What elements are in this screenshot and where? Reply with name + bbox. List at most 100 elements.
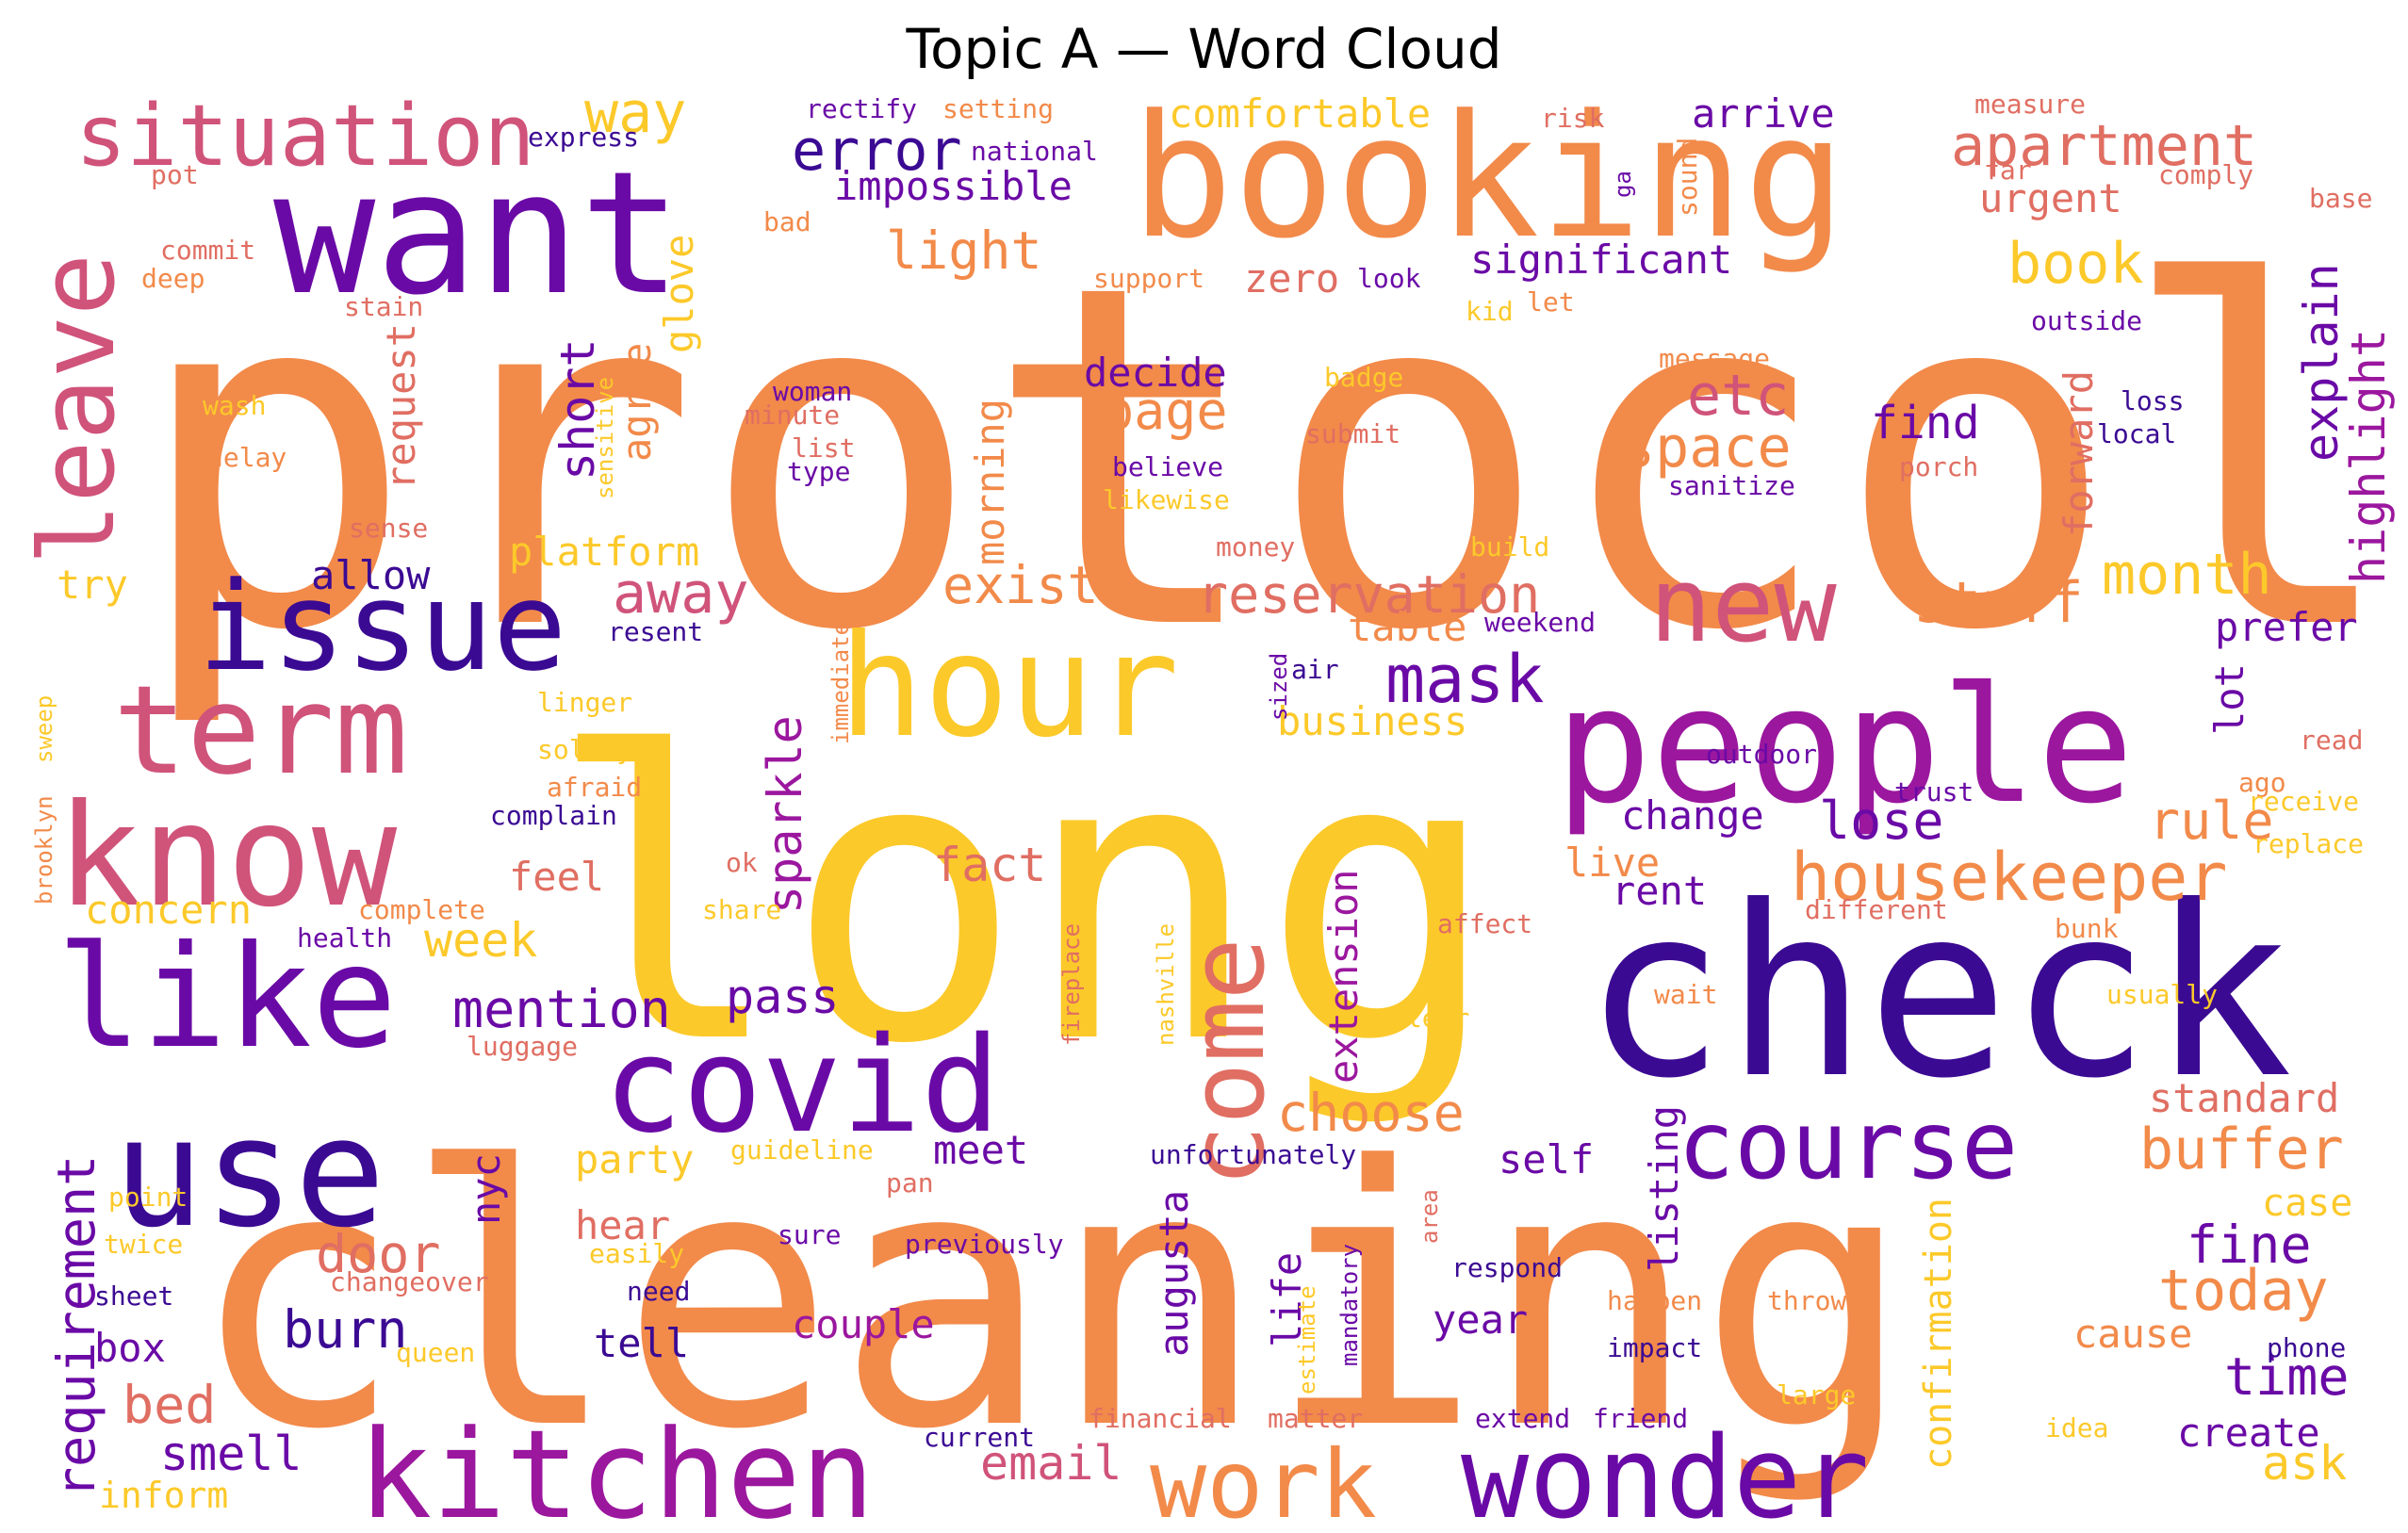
word-explain: explain xyxy=(2294,263,2349,462)
word-cause: cause xyxy=(2073,1311,2192,1357)
word-deep: deep xyxy=(141,263,205,294)
word-significant: significant xyxy=(1470,236,1732,283)
word-hour: hour xyxy=(839,605,1179,769)
word-outdoor: outdoor xyxy=(1706,739,1817,770)
word-point: point xyxy=(108,1182,188,1213)
word-message: message xyxy=(1659,343,1770,374)
word-build: build xyxy=(1470,531,1549,563)
word-local: local xyxy=(2097,418,2176,449)
word-rule: rule xyxy=(2149,791,2273,851)
word-use: use xyxy=(113,1085,385,1261)
word-porch: porch xyxy=(1899,451,1978,482)
word-queen: queen xyxy=(396,1337,475,1368)
word-stain: stain xyxy=(344,291,423,322)
word-ask: ask xyxy=(2262,1436,2347,1491)
word-throw: throw xyxy=(1767,1285,1846,1316)
word-door: door xyxy=(316,1224,440,1284)
word-space: space xyxy=(1621,415,1792,481)
word-estimate: estimate xyxy=(1294,1285,1320,1394)
word-list: list xyxy=(792,432,855,464)
word-mention: mention xyxy=(452,979,671,1039)
word-wash: wash xyxy=(203,390,266,421)
word-couple: couple xyxy=(792,1301,935,1347)
word-business: business xyxy=(1277,698,1467,744)
word-light: light xyxy=(886,220,1042,281)
word-clear: clear xyxy=(1390,1003,1469,1034)
word-check: check xyxy=(1583,856,2293,1130)
word-impact: impact xyxy=(1607,1332,1702,1363)
word-likewise: likewise xyxy=(1103,484,1230,515)
word-new: new xyxy=(1649,545,1837,665)
word-email: email xyxy=(980,1436,1122,1491)
word-zero: zero xyxy=(1244,255,1339,302)
word-believe: believe xyxy=(1112,451,1223,482)
word-issue: issue xyxy=(198,555,566,698)
word-sanitize: sanitize xyxy=(1668,470,1795,501)
word-impossible: impossible xyxy=(834,163,1073,209)
word-covid: covid xyxy=(603,1009,1000,1163)
word-resent: resent xyxy=(608,616,703,647)
word-bed: bed xyxy=(123,1375,216,1435)
chart-title: Topic A — Word Cloud xyxy=(906,17,1502,81)
word-national: national xyxy=(971,136,1098,167)
word-matter: matter xyxy=(1268,1403,1363,1434)
word-pan: pan xyxy=(886,1167,934,1199)
word-extend: extend xyxy=(1475,1403,1570,1434)
word-pot: pot xyxy=(151,159,199,190)
word-linger: linger xyxy=(537,687,632,718)
word-commit: commit xyxy=(160,235,255,266)
word-idea: idea xyxy=(2045,1412,2108,1443)
word-outside: outside xyxy=(2031,305,2142,336)
word-reservation: reservation xyxy=(1197,564,1540,625)
word-listing: listing xyxy=(1641,1105,1687,1272)
word-air: air xyxy=(1291,654,1339,685)
word-sensitive: sensitive xyxy=(592,377,618,499)
word-money: money xyxy=(1216,531,1295,563)
word-complete: complete xyxy=(358,894,485,925)
word-look: look xyxy=(1357,263,1421,294)
word-wait: wait xyxy=(1654,979,1717,1010)
word-previously: previously xyxy=(905,1229,1064,1260)
word-far: far xyxy=(1984,155,2032,186)
word-solely: solely xyxy=(537,734,632,765)
word-like: like xyxy=(57,916,397,1080)
word-share: share xyxy=(702,894,781,925)
word-concern: concern xyxy=(85,887,252,933)
word-mask: mask xyxy=(1385,641,1545,718)
word-away: away xyxy=(613,561,749,627)
word-sweep: sweep xyxy=(31,695,57,763)
word-glove: glove xyxy=(656,235,702,353)
word-cleaning: cleaning xyxy=(188,1090,1913,1508)
word-prefer: prefer xyxy=(2215,604,2358,650)
word-support: support xyxy=(1093,263,1204,294)
word-fireplace: fireplace xyxy=(1058,923,1085,1046)
word-immediate: immediate xyxy=(827,622,854,744)
word-party: party xyxy=(575,1136,694,1182)
word-inform: inform xyxy=(99,1475,228,1516)
word-leave: leave xyxy=(17,253,138,565)
word-smell: smell xyxy=(160,1427,303,1481)
word-mandatory: mandatory xyxy=(1336,1244,1363,1366)
word-let: let xyxy=(1527,286,1575,318)
word-request: request xyxy=(378,323,424,490)
word-change: change xyxy=(1621,792,1764,839)
word-booking: booking xyxy=(1131,79,1846,276)
word-week: week xyxy=(424,913,537,968)
word-kid: kid xyxy=(1466,296,1514,327)
word-read: read xyxy=(2300,725,2363,756)
word-forward: forward xyxy=(2056,370,2102,537)
word-morning: morning xyxy=(967,399,1013,565)
word-tell: tell xyxy=(594,1320,689,1366)
word-area: area xyxy=(1417,1189,1443,1244)
word-submit: submit xyxy=(1305,418,1401,449)
word-current: current xyxy=(924,1422,1035,1453)
word-feel: feel xyxy=(509,854,604,900)
word-agree: agree xyxy=(614,343,660,462)
word-find: find xyxy=(1871,397,1980,449)
word-platform: platform xyxy=(509,529,699,575)
word-setting: setting xyxy=(942,93,1054,124)
word-ago: ago xyxy=(2238,767,2286,798)
word-different: different xyxy=(1805,894,1948,925)
word-health: health xyxy=(297,922,392,954)
